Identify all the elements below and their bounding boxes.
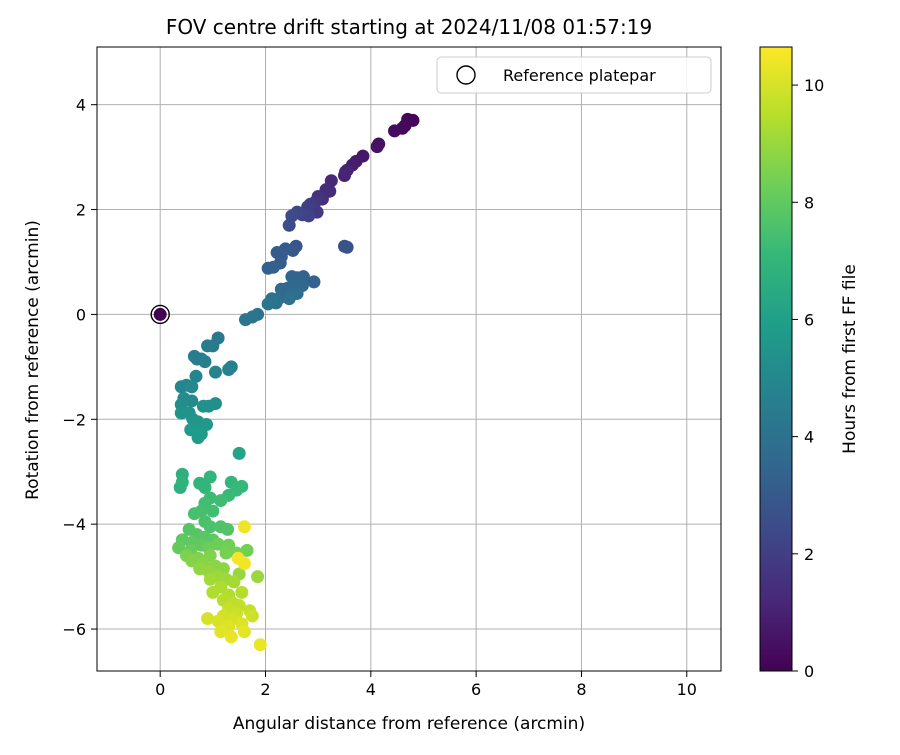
data-point — [237, 625, 251, 639]
plot-frame — [96, 46, 722, 672]
data-point — [201, 612, 215, 626]
data-point — [219, 546, 233, 560]
x-tick-label: 4 — [366, 680, 376, 699]
x-tick-label: 0 — [155, 680, 165, 699]
x-axis-label: Angular distance from reference (arcmin) — [233, 714, 585, 734]
chart-title: FOV centre drift starting at 2024/11/08 … — [166, 15, 652, 39]
data-point — [337, 239, 351, 253]
x-tick-label: 10 — [677, 680, 697, 699]
x-tick-label: 8 — [576, 680, 586, 699]
data-point — [237, 520, 251, 534]
colorbar-tick-label: 4 — [804, 428, 814, 447]
data-point — [245, 609, 259, 623]
colorbar-tick-label: 8 — [804, 193, 814, 212]
data-point — [211, 537, 225, 551]
y-tick-label: −4 — [62, 515, 86, 534]
data-point — [388, 124, 402, 138]
colorbar-tick-label: 2 — [804, 545, 814, 564]
data-point — [187, 507, 201, 521]
colorbar-tick-label: 0 — [804, 662, 814, 681]
data-point — [231, 551, 245, 565]
y-tick-label: −2 — [62, 410, 86, 429]
data-point — [214, 625, 228, 639]
legend-marker-open-circle — [456, 65, 476, 85]
data-point — [153, 307, 167, 321]
y-tick-label: 4 — [76, 96, 86, 115]
data-point — [174, 380, 188, 394]
data-point — [282, 218, 296, 232]
legend: Reference platepar — [436, 56, 712, 94]
data-point — [253, 638, 267, 652]
y-axis-ticks: −6 −4 −2 0 2 4 — [62, 96, 97, 639]
data-point — [370, 140, 384, 154]
data-point — [198, 480, 212, 494]
data-point — [185, 554, 199, 568]
x-tick-label: 2 — [260, 680, 270, 699]
legend-box — [436, 56, 712, 94]
reference-platepar-marker — [150, 304, 170, 325]
data-point — [224, 630, 238, 644]
data-point — [196, 399, 210, 413]
data-point — [214, 494, 228, 508]
data-point — [191, 431, 205, 445]
data-point — [235, 585, 249, 599]
y-tick-label: 2 — [76, 201, 86, 220]
data-point — [238, 313, 252, 327]
y-axis-label: Rotation from reference (arcmin) — [23, 220, 43, 500]
grid — [97, 47, 721, 671]
data-point — [251, 570, 265, 584]
data-point — [206, 504, 220, 518]
data-points — [153, 112, 420, 652]
data-point — [261, 261, 275, 275]
colorbar-label: Hours from first FF file — [840, 264, 860, 454]
data-point — [206, 585, 220, 599]
data-point — [240, 543, 254, 557]
data-point — [198, 355, 212, 369]
data-point — [261, 297, 275, 311]
data-point — [203, 470, 217, 484]
colorbar-tick-label: 6 — [804, 310, 814, 329]
data-point — [203, 572, 217, 586]
y-tick-label: 0 — [76, 305, 86, 324]
colorbar-gradient — [759, 46, 793, 672]
data-point — [307, 275, 321, 289]
data-point — [227, 575, 241, 589]
data-point — [175, 475, 189, 489]
data-point — [201, 339, 215, 353]
data-point — [339, 165, 353, 179]
x-axis-ticks: 0 2 4 6 8 10 — [155, 671, 697, 699]
data-point — [185, 380, 199, 394]
legend-label: Reference platepar — [503, 66, 656, 85]
data-point — [282, 292, 296, 306]
data-point — [203, 520, 217, 534]
colorbar-ticks: 0 2 4 6 8 10 — [792, 76, 824, 681]
data-point — [172, 541, 186, 555]
data-point — [174, 406, 188, 420]
data-point — [189, 369, 203, 383]
data-point — [221, 522, 235, 536]
data-point — [270, 246, 284, 260]
colorbar-tick-label: 10 — [804, 76, 824, 95]
data-point — [208, 365, 222, 379]
data-point — [232, 446, 246, 460]
data-point — [187, 349, 201, 363]
colorbar: 0 2 4 6 8 10 Hours from first FF file — [759, 46, 860, 681]
data-point — [222, 362, 236, 376]
data-point — [211, 614, 225, 628]
y-tick-label: −6 — [62, 620, 86, 639]
x-tick-label: 6 — [471, 680, 481, 699]
